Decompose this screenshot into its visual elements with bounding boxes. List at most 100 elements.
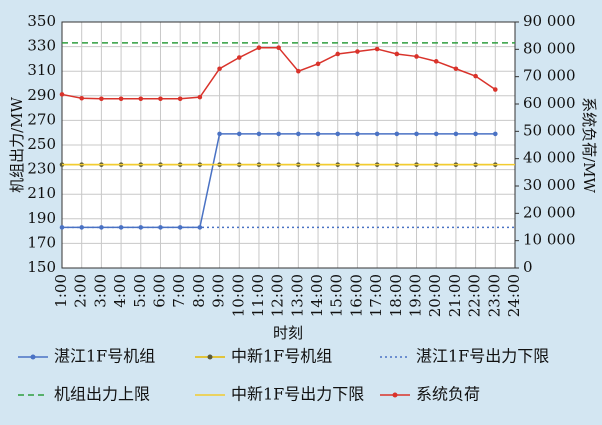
y2-tick-label: 30 000	[523, 176, 576, 194]
data-point	[217, 66, 222, 72]
data-point	[296, 131, 301, 137]
data-point	[414, 131, 419, 137]
x-tick-label: 18:00	[387, 274, 405, 317]
data-point	[79, 95, 84, 101]
data-point	[335, 131, 341, 137]
data-point	[118, 225, 124, 230]
x-tick-label: 7:00	[170, 274, 188, 308]
data-point	[59, 92, 65, 97]
x-tick-label: 19:00	[407, 274, 425, 317]
y2-tick-label: 10 000	[523, 231, 576, 249]
data-point	[158, 225, 163, 230]
data-point	[315, 61, 321, 67]
y2-tick-label: 60 000	[523, 94, 576, 112]
x-tick-label: 6:00	[150, 274, 168, 308]
x-tick-label: 23:00	[485, 274, 503, 317]
data-point	[177, 96, 183, 102]
data-point	[473, 131, 478, 137]
data-point	[79, 225, 84, 230]
data-point	[315, 131, 321, 137]
y-axis-label: 机组出力/MW	[8, 97, 26, 193]
x-tick-label: 20:00	[426, 274, 444, 317]
y-tick-label: 250	[27, 135, 56, 153]
data-point	[138, 225, 144, 230]
y-tick-label: 330	[27, 37, 56, 55]
y2-tick-label: 90 000	[523, 12, 576, 30]
y-tick-label: 190	[27, 209, 56, 227]
legend-label: 中新1F号机组	[231, 347, 332, 366]
data-point	[197, 225, 203, 230]
y-tick-label: 350	[27, 12, 56, 30]
legend-marker	[207, 354, 213, 360]
y-tick-label: 230	[27, 160, 56, 178]
x-tick-label: 8:00	[190, 274, 208, 308]
y-tick-label: 270	[27, 110, 56, 128]
x-tick-label: 22:00	[466, 274, 484, 317]
x-tick-label: 13:00	[288, 274, 306, 317]
x-tick-label: 14:00	[308, 274, 326, 317]
x-axis-label: 时刻	[273, 324, 303, 342]
data-point	[335, 51, 341, 57]
data-point	[355, 49, 360, 54]
x-tick-label: 10:00	[229, 274, 247, 317]
data-point	[374, 131, 380, 137]
data-point	[158, 96, 163, 102]
data-point	[433, 131, 439, 137]
data-point	[394, 51, 400, 57]
data-point	[197, 94, 203, 100]
y2-tick-label: 20 000	[523, 203, 576, 221]
x-tick-label: 5:00	[131, 274, 149, 308]
data-point	[256, 131, 262, 137]
y2-tick-label: 70 000	[523, 67, 576, 85]
data-point	[256, 45, 262, 50]
y2-tick-label: 40 000	[523, 149, 576, 167]
data-point	[99, 96, 104, 102]
y-tick-label: 290	[27, 86, 56, 104]
legend-label: 湛江1F号出力下限	[416, 347, 549, 366]
x-tick-label: 2:00	[72, 274, 90, 308]
data-point	[276, 45, 281, 50]
data-point	[493, 131, 498, 137]
legend-marker	[392, 392, 398, 398]
x-tick-label: 15:00	[328, 274, 346, 317]
x-tick-label: 17:00	[367, 274, 385, 317]
y2-tick-label: 50 000	[523, 121, 576, 139]
data-point	[453, 131, 459, 137]
x-tick-label: 16:00	[347, 274, 365, 317]
x-tick-label: 3:00	[91, 274, 109, 308]
data-point	[433, 59, 439, 64]
y2-tick-label: 80 000	[523, 39, 576, 57]
data-point	[355, 131, 360, 137]
legend-label: 机组出力上限	[54, 385, 150, 404]
x-tick-label: 9:00	[210, 274, 228, 308]
data-point	[236, 55, 242, 60]
data-point	[414, 54, 419, 59]
data-point	[453, 66, 459, 72]
data-point	[394, 131, 400, 137]
y2-axis-label: 系统负荷/MW	[580, 97, 598, 193]
data-point	[217, 131, 222, 137]
data-point	[473, 73, 478, 79]
x-tick-label: 4:00	[111, 274, 129, 308]
data-point	[138, 96, 144, 102]
y-tick-label: 310	[27, 61, 56, 79]
x-tick-label: 21:00	[446, 274, 464, 317]
y-tick-label: 210	[27, 184, 56, 202]
data-point	[99, 225, 104, 230]
plot-border	[61, 21, 516, 269]
y-tick-label: 150	[27, 258, 56, 276]
x-tick-label: 24:00	[505, 274, 523, 317]
legend-label: 湛江1F号机组	[54, 347, 155, 366]
data-point	[276, 131, 281, 137]
y-tick-label: 170	[27, 233, 56, 251]
legend-marker	[30, 354, 36, 360]
x-tick-label: 12:00	[269, 274, 287, 317]
y2-tick-label: 0	[523, 258, 533, 276]
legend-label: 系统负荷	[416, 385, 480, 404]
x-tick-label: 1:00	[52, 274, 70, 308]
data-point	[177, 225, 183, 230]
data-point	[296, 68, 301, 74]
x-tick-label: 11:00	[249, 274, 267, 317]
